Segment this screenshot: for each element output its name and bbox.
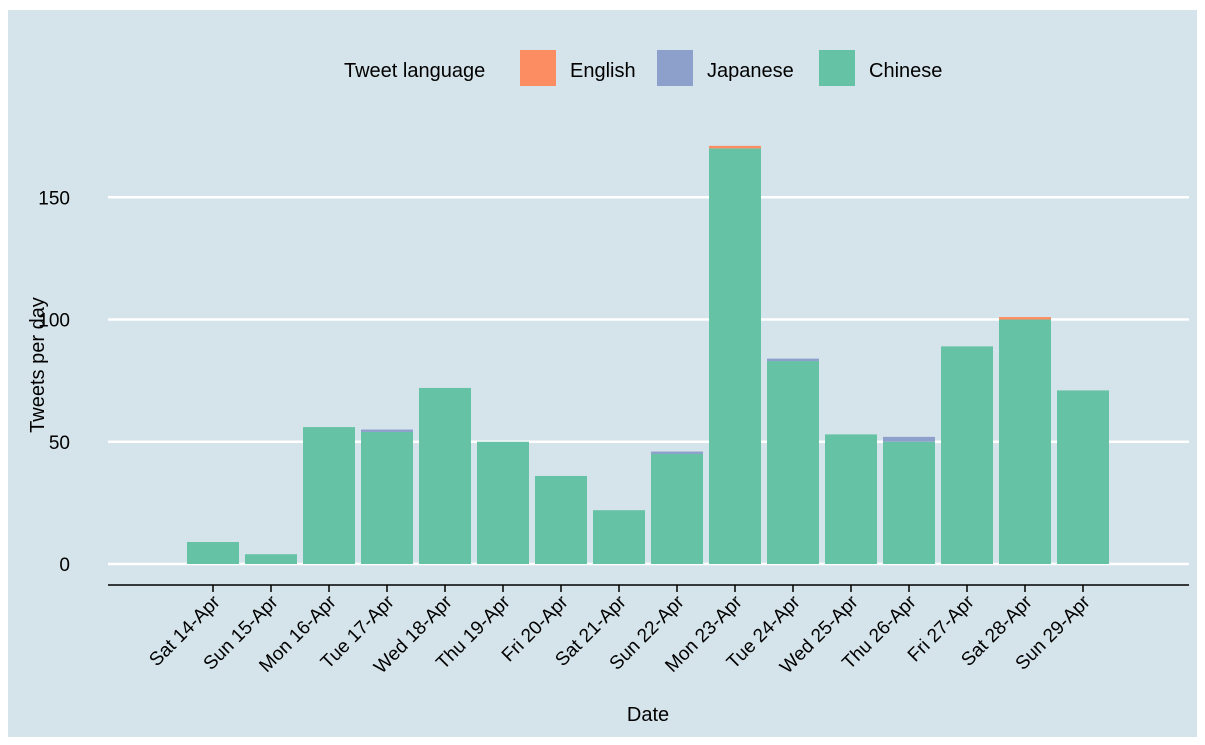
bar-chinese-11 bbox=[825, 434, 877, 564]
bar-japanese-8 bbox=[651, 451, 703, 454]
y-axis-title: Tweets per day bbox=[27, 297, 49, 433]
bar-chinese-8 bbox=[651, 453, 703, 564]
legend-key-english bbox=[520, 50, 556, 86]
bar-chinese-10 bbox=[767, 361, 819, 564]
bar-english-9 bbox=[709, 145, 761, 149]
y-tick-label: 50 bbox=[49, 433, 70, 454]
bar-chinese-5 bbox=[477, 441, 529, 564]
legend-title: Tweet language bbox=[344, 60, 485, 82]
legend-label-chinese: Chinese bbox=[869, 60, 942, 82]
legend-key-japanese bbox=[657, 50, 693, 86]
bar-chinese-14 bbox=[999, 319, 1051, 564]
bar-chinese-13 bbox=[941, 346, 993, 564]
bar-chinese-0 bbox=[187, 541, 239, 564]
y-tick-label: 0 bbox=[59, 555, 70, 576]
bar-chinese-7 bbox=[593, 510, 645, 564]
chart-panel: 0 50 100 150 Sat 14-Apr Sun 15-Apr Mon 16-Apr… bbox=[8, 10, 1197, 737]
bar-japanese-3 bbox=[361, 429, 413, 432]
bar-chinese-3 bbox=[361, 431, 413, 564]
bar-chinese-1 bbox=[245, 554, 297, 564]
bar-chinese-15 bbox=[1057, 390, 1109, 564]
y-tick-label: 100 bbox=[38, 311, 70, 332]
bar-chinese-4 bbox=[419, 387, 471, 564]
bar-chinese-6 bbox=[535, 475, 587, 564]
x-axis-title: Date bbox=[627, 704, 669, 726]
x-axis bbox=[108, 584, 1189, 592]
bar-english-14 bbox=[999, 317, 1051, 320]
bar-japanese-12 bbox=[883, 436, 935, 442]
bars bbox=[187, 145, 1109, 564]
bar-chinese-2 bbox=[303, 427, 355, 564]
legend-key-chinese bbox=[819, 50, 855, 86]
legend-label-english: English bbox=[570, 60, 636, 82]
legend-label-japanese: Japanese bbox=[707, 60, 794, 82]
y-tick-label: 150 bbox=[38, 188, 70, 209]
legend: Tweet language English Japanese Chinese bbox=[344, 50, 942, 86]
y-tick-labels: 0 50 100 150 bbox=[38, 188, 70, 576]
bar-chinese-12 bbox=[883, 441, 935, 564]
bar-japanese-10 bbox=[767, 358, 819, 362]
bar-chinese-9 bbox=[709, 148, 761, 564]
